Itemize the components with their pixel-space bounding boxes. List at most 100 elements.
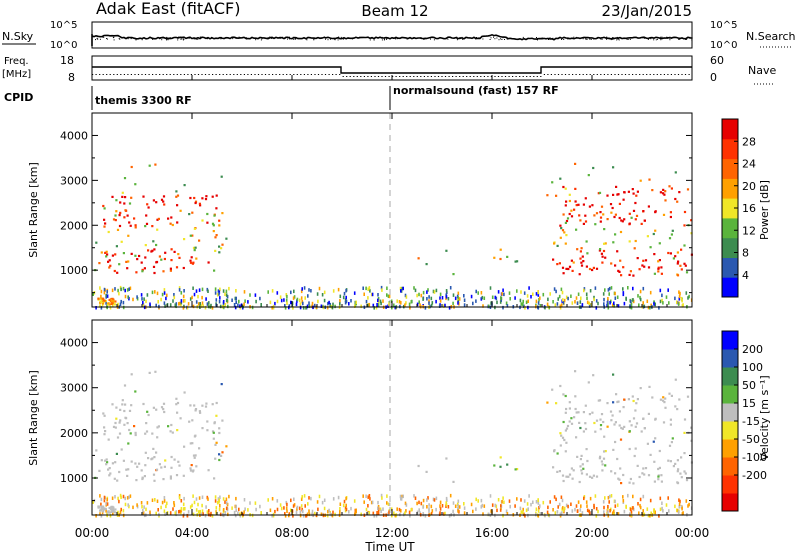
power-cell bbox=[380, 285, 383, 290]
power-cell bbox=[355, 300, 357, 305]
velocity-cell bbox=[327, 509, 329, 514]
velocity-cell bbox=[537, 498, 539, 503]
noise-search-dot bbox=[294, 38, 296, 40]
velocity-cell bbox=[225, 501, 228, 505]
nave-dot bbox=[360, 76, 362, 77]
power-cell bbox=[388, 294, 391, 299]
velocity-cell bbox=[447, 505, 450, 509]
power-cell bbox=[585, 240, 588, 243]
velocity-cell bbox=[622, 473, 625, 477]
velocity-cell bbox=[662, 396, 665, 399]
velocity-cell bbox=[633, 454, 636, 458]
power-cell bbox=[107, 302, 110, 305]
power-cell bbox=[105, 250, 108, 253]
colorbar-tick-label: 8 bbox=[742, 247, 749, 260]
velocity-cell bbox=[606, 402, 609, 405]
velocity-cell bbox=[321, 500, 324, 505]
velocity-cell bbox=[345, 503, 347, 508]
velocity-cell bbox=[652, 440, 655, 443]
power-cell bbox=[609, 301, 611, 305]
nave-dot bbox=[324, 74, 327, 75]
velocity-cell bbox=[182, 514, 185, 518]
velocity-cell bbox=[503, 500, 505, 504]
nave-dot bbox=[116, 74, 118, 75]
power-cell bbox=[201, 197, 204, 200]
noise-search-dot bbox=[423, 39, 425, 40]
power-cell bbox=[108, 266, 111, 269]
power-cell bbox=[112, 218, 116, 221]
power-cell bbox=[616, 193, 619, 196]
colorbar-segment bbox=[722, 198, 738, 219]
velocity-cell bbox=[405, 509, 407, 513]
nave-dot bbox=[540, 76, 542, 77]
velocity-cell bbox=[102, 505, 105, 508]
power-cell bbox=[560, 303, 563, 307]
nave-dot bbox=[589, 74, 591, 75]
velocity-cell bbox=[413, 494, 415, 498]
noise-search-dot bbox=[526, 38, 528, 40]
power-cell bbox=[439, 292, 442, 297]
velocity-cell bbox=[316, 500, 319, 504]
power-cell bbox=[599, 216, 603, 219]
velocity-cell bbox=[654, 418, 657, 421]
power-cell bbox=[145, 222, 149, 225]
velocity-cell bbox=[537, 501, 540, 505]
noise-search-dot bbox=[297, 37, 299, 39]
velocity-cell bbox=[199, 411, 202, 414]
power-cell bbox=[316, 292, 319, 296]
power-cell bbox=[660, 266, 663, 269]
noise-search-dot bbox=[456, 37, 458, 39]
power-cell bbox=[658, 259, 661, 262]
velocity-cell bbox=[182, 474, 185, 477]
power-cell bbox=[623, 301, 626, 306]
power-cell bbox=[189, 259, 192, 262]
power-cell bbox=[100, 289, 103, 294]
colorbar-segment bbox=[722, 257, 738, 278]
nave-dot bbox=[593, 74, 595, 75]
velocity-cell bbox=[690, 426, 693, 429]
power-cell bbox=[210, 303, 212, 308]
noise-search-dot bbox=[648, 38, 649, 40]
power-cell bbox=[652, 232, 655, 236]
velocity-cell bbox=[382, 507, 384, 511]
power-cell bbox=[585, 292, 588, 296]
velocity-cell bbox=[193, 500, 196, 505]
nave-dot bbox=[437, 76, 440, 77]
power-cell bbox=[612, 166, 615, 169]
power-cell bbox=[614, 291, 616, 296]
power-cell bbox=[575, 204, 578, 207]
power-cell bbox=[161, 292, 164, 297]
velocity-cell bbox=[487, 512, 490, 516]
power-cell bbox=[194, 201, 197, 205]
velocity-cell bbox=[628, 420, 631, 423]
noise-search-dot bbox=[381, 37, 383, 39]
velocity-cell bbox=[286, 502, 288, 507]
velocity-cell bbox=[669, 423, 672, 426]
noise-search-dot bbox=[234, 36, 236, 38]
noise-search-dot bbox=[152, 38, 154, 40]
power-cell bbox=[680, 248, 683, 251]
power-cell bbox=[601, 255, 604, 258]
velocity-cell bbox=[653, 508, 655, 512]
power-cell bbox=[233, 303, 236, 307]
colorbar-segment bbox=[722, 237, 738, 258]
power-cell bbox=[659, 288, 662, 293]
power-cell bbox=[216, 293, 219, 297]
power-cell bbox=[676, 300, 678, 304]
velocity-cell bbox=[233, 510, 236, 515]
power-cell bbox=[603, 297, 605, 302]
nave-dot bbox=[106, 74, 108, 75]
velocity-cell bbox=[578, 480, 581, 484]
velocity-cell bbox=[182, 502, 185, 507]
power-cell bbox=[122, 300, 125, 305]
noise-search-dot bbox=[628, 37, 630, 39]
noise-search-dot bbox=[612, 38, 614, 40]
velocity-cell bbox=[641, 472, 644, 475]
power-cell bbox=[630, 216, 633, 219]
power-cell bbox=[588, 301, 590, 306]
velocity-cell bbox=[207, 497, 209, 501]
velocity-cell bbox=[118, 499, 120, 504]
velocity-cell bbox=[198, 496, 201, 500]
velocity-cell bbox=[186, 514, 189, 518]
velocity-cell bbox=[564, 394, 567, 398]
